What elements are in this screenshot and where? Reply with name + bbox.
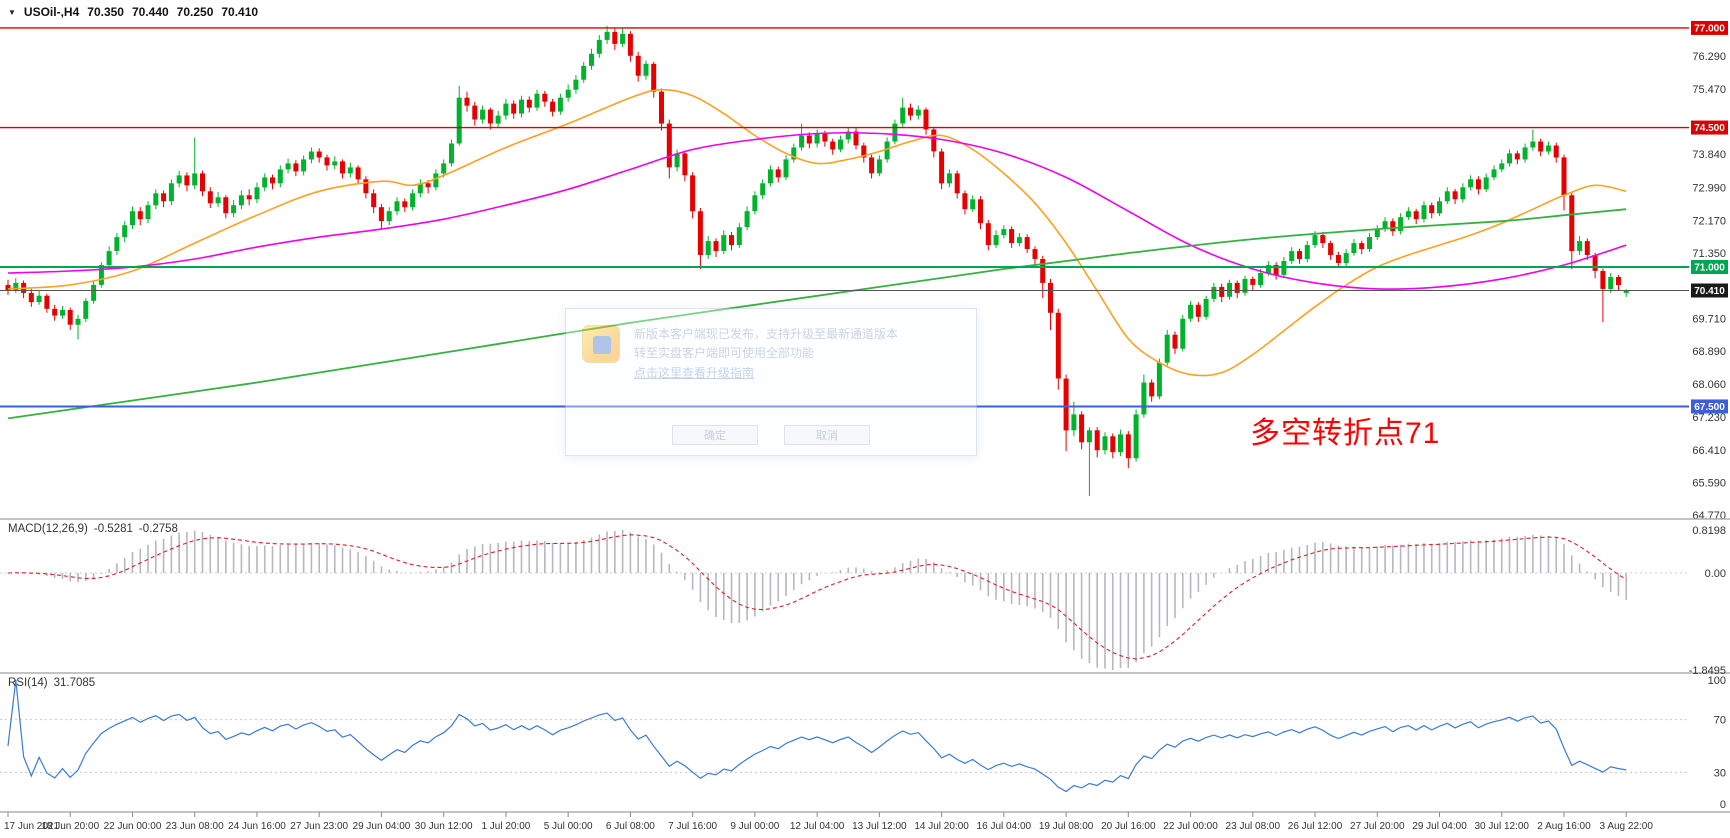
- svg-text:74.500: 74.500: [1694, 123, 1725, 134]
- rsi-value: 31.7085: [53, 677, 96, 689]
- svg-text:71.000: 71.000: [1694, 262, 1725, 273]
- price-scale-label: 64.770: [1692, 510, 1726, 522]
- price-badge: [1691, 399, 1728, 414]
- time-axis-label: 29 Jul 04:00: [1412, 821, 1467, 832]
- candles-layer: [5, 26, 1629, 497]
- time-axis-label: 7 Jul 16:00: [668, 821, 717, 832]
- price-scale-label: 68.890: [1692, 346, 1726, 358]
- slow-ma-green: [7, 208, 1627, 420]
- price-badge: [1691, 120, 1728, 135]
- price-badge: [1691, 20, 1728, 35]
- time-axis-label: 18 Jun 20:00: [41, 821, 99, 832]
- time-axis-label: 3 Aug 22:00: [1600, 821, 1654, 832]
- time-axis-label: 22 Jun 00:00: [104, 821, 162, 832]
- price-scale-label: 76.290: [1692, 51, 1726, 63]
- time-axis-label: 22 Jul 00:00: [1163, 821, 1218, 832]
- macd-histogram: [14, 530, 1628, 670]
- price-scale-label: 73.840: [1692, 149, 1726, 161]
- dialog-line2: 转至实盘客户端即可使用全部功能: [634, 345, 815, 360]
- price-scale-label: 75.470: [1692, 84, 1726, 96]
- macd-header: MACD(12,26,9) -0.5281 -0.2758: [8, 523, 184, 535]
- time-axis-label: 17 Jun 2021: [4, 821, 59, 832]
- time-axis-label: 16 Jul 04:00: [977, 821, 1032, 832]
- rsi-label: RSI(14): [8, 677, 48, 689]
- time-axis-label: 13 Jul 12:00: [852, 821, 907, 832]
- price-badge: [1691, 259, 1728, 274]
- price-scale-label: 72.170: [1692, 215, 1726, 227]
- rsi-scale-label: 70: [1714, 715, 1726, 727]
- time-axis-label: 30 Jul 12:00: [1475, 821, 1530, 832]
- watermark-dialog: 新版本客户端现已发布，支持升级至最新通道版本 转至实盘客户端即可使用全部功能 点…: [565, 308, 977, 456]
- price-scale-label: 66.410: [1692, 445, 1726, 457]
- macd-scale-label: -1.8495: [1689, 665, 1726, 677]
- macd-scale-label: 0.00: [1705, 568, 1726, 580]
- price-badge: [1691, 283, 1728, 298]
- fast-ma-orange: [7, 88, 1627, 377]
- macd-label: MACD(12,26,9): [8, 523, 88, 535]
- chart-title: ▼ USOil-,H4 70.350 70.440 70.250 70.410: [8, 5, 258, 19]
- dialog-icon: [582, 325, 620, 363]
- price-scale-label: 69.710: [1692, 313, 1726, 325]
- time-axis-label: 20 Jul 16:00: [1101, 821, 1156, 832]
- macd-value-signal: -0.2758: [138, 523, 178, 535]
- symbol-period: USOil-,H4: [23, 5, 80, 19]
- svg-text:70.410: 70.410: [1694, 286, 1725, 297]
- time-axis-label: 1 Jul 20:00: [481, 821, 530, 832]
- mid-ma-magenta: [7, 131, 1627, 290]
- time-axis-label: 23 Jun 08:00: [166, 821, 224, 832]
- rsi-scale-label: 100: [1708, 675, 1726, 687]
- time-axis-label: 2 Aug 16:00: [1537, 821, 1591, 832]
- rsi-line: [7, 679, 1627, 793]
- ohlc-low: 70.250: [176, 5, 214, 19]
- time-axis-label: 24 Jun 16:00: [228, 821, 286, 832]
- dialog-cancel-button[interactable]: 取消: [784, 425, 870, 445]
- dialog-confirm-button[interactable]: 确定: [672, 425, 758, 445]
- time-axis-label: 30 Jun 12:00: [415, 821, 473, 832]
- price-scale-label: 68.060: [1692, 379, 1726, 391]
- time-axis-label: 26 Jul 12:00: [1288, 821, 1343, 832]
- time-axis-label: 27 Jul 20:00: [1350, 821, 1405, 832]
- time-axis-label: 19 Jul 08:00: [1039, 821, 1094, 832]
- svg-text:67.500: 67.500: [1694, 402, 1725, 413]
- dialog-line1: 新版本客户端现已发布，支持升级至最新通道版本: [634, 327, 899, 341]
- time-axis-label: 6 Jul 08:00: [606, 821, 655, 832]
- rsi-header: RSI(14) 31.7085: [8, 677, 101, 689]
- time-axis-label: 5 Jul 00:00: [544, 821, 593, 832]
- rsi-scale-label: 30: [1714, 767, 1726, 779]
- time-axis-label: 29 Jun 04:00: [353, 821, 411, 832]
- rsi-scale-label: 0: [1720, 799, 1726, 811]
- macd-signal-line: [7, 534, 1627, 660]
- time-axis-label: 27 Jun 23:00: [290, 821, 348, 832]
- price-scale-label: 71.350: [1692, 248, 1726, 260]
- ohlc-close: 70.410: [221, 5, 259, 19]
- price-scale-label: 65.590: [1692, 478, 1726, 490]
- dialog-link: 点击这里查看升级指南: [634, 366, 755, 381]
- macd-scale-label: 0.8198: [1692, 525, 1726, 537]
- chart-annotation: 多空转折点71: [1250, 417, 1441, 450]
- price-scale-label: 72.990: [1692, 183, 1726, 195]
- time-axis-label: 23 Jul 08:00: [1226, 821, 1281, 832]
- ohlc-open: 70.350: [87, 5, 124, 19]
- time-axis-label: 14 Jul 20:00: [914, 821, 969, 832]
- price-scale-label: 67.230: [1692, 412, 1726, 424]
- ohlc-high: 70.440: [131, 5, 169, 19]
- macd-value-main: -0.5281: [93, 523, 133, 535]
- time-axis-label: 9 Jul 00:00: [730, 821, 779, 832]
- svg-text:77.000: 77.000: [1694, 23, 1725, 34]
- one-click-trading-icon[interactable]: ▼: [8, 7, 16, 17]
- time-axis-label: 12 Jul 04:00: [790, 821, 845, 832]
